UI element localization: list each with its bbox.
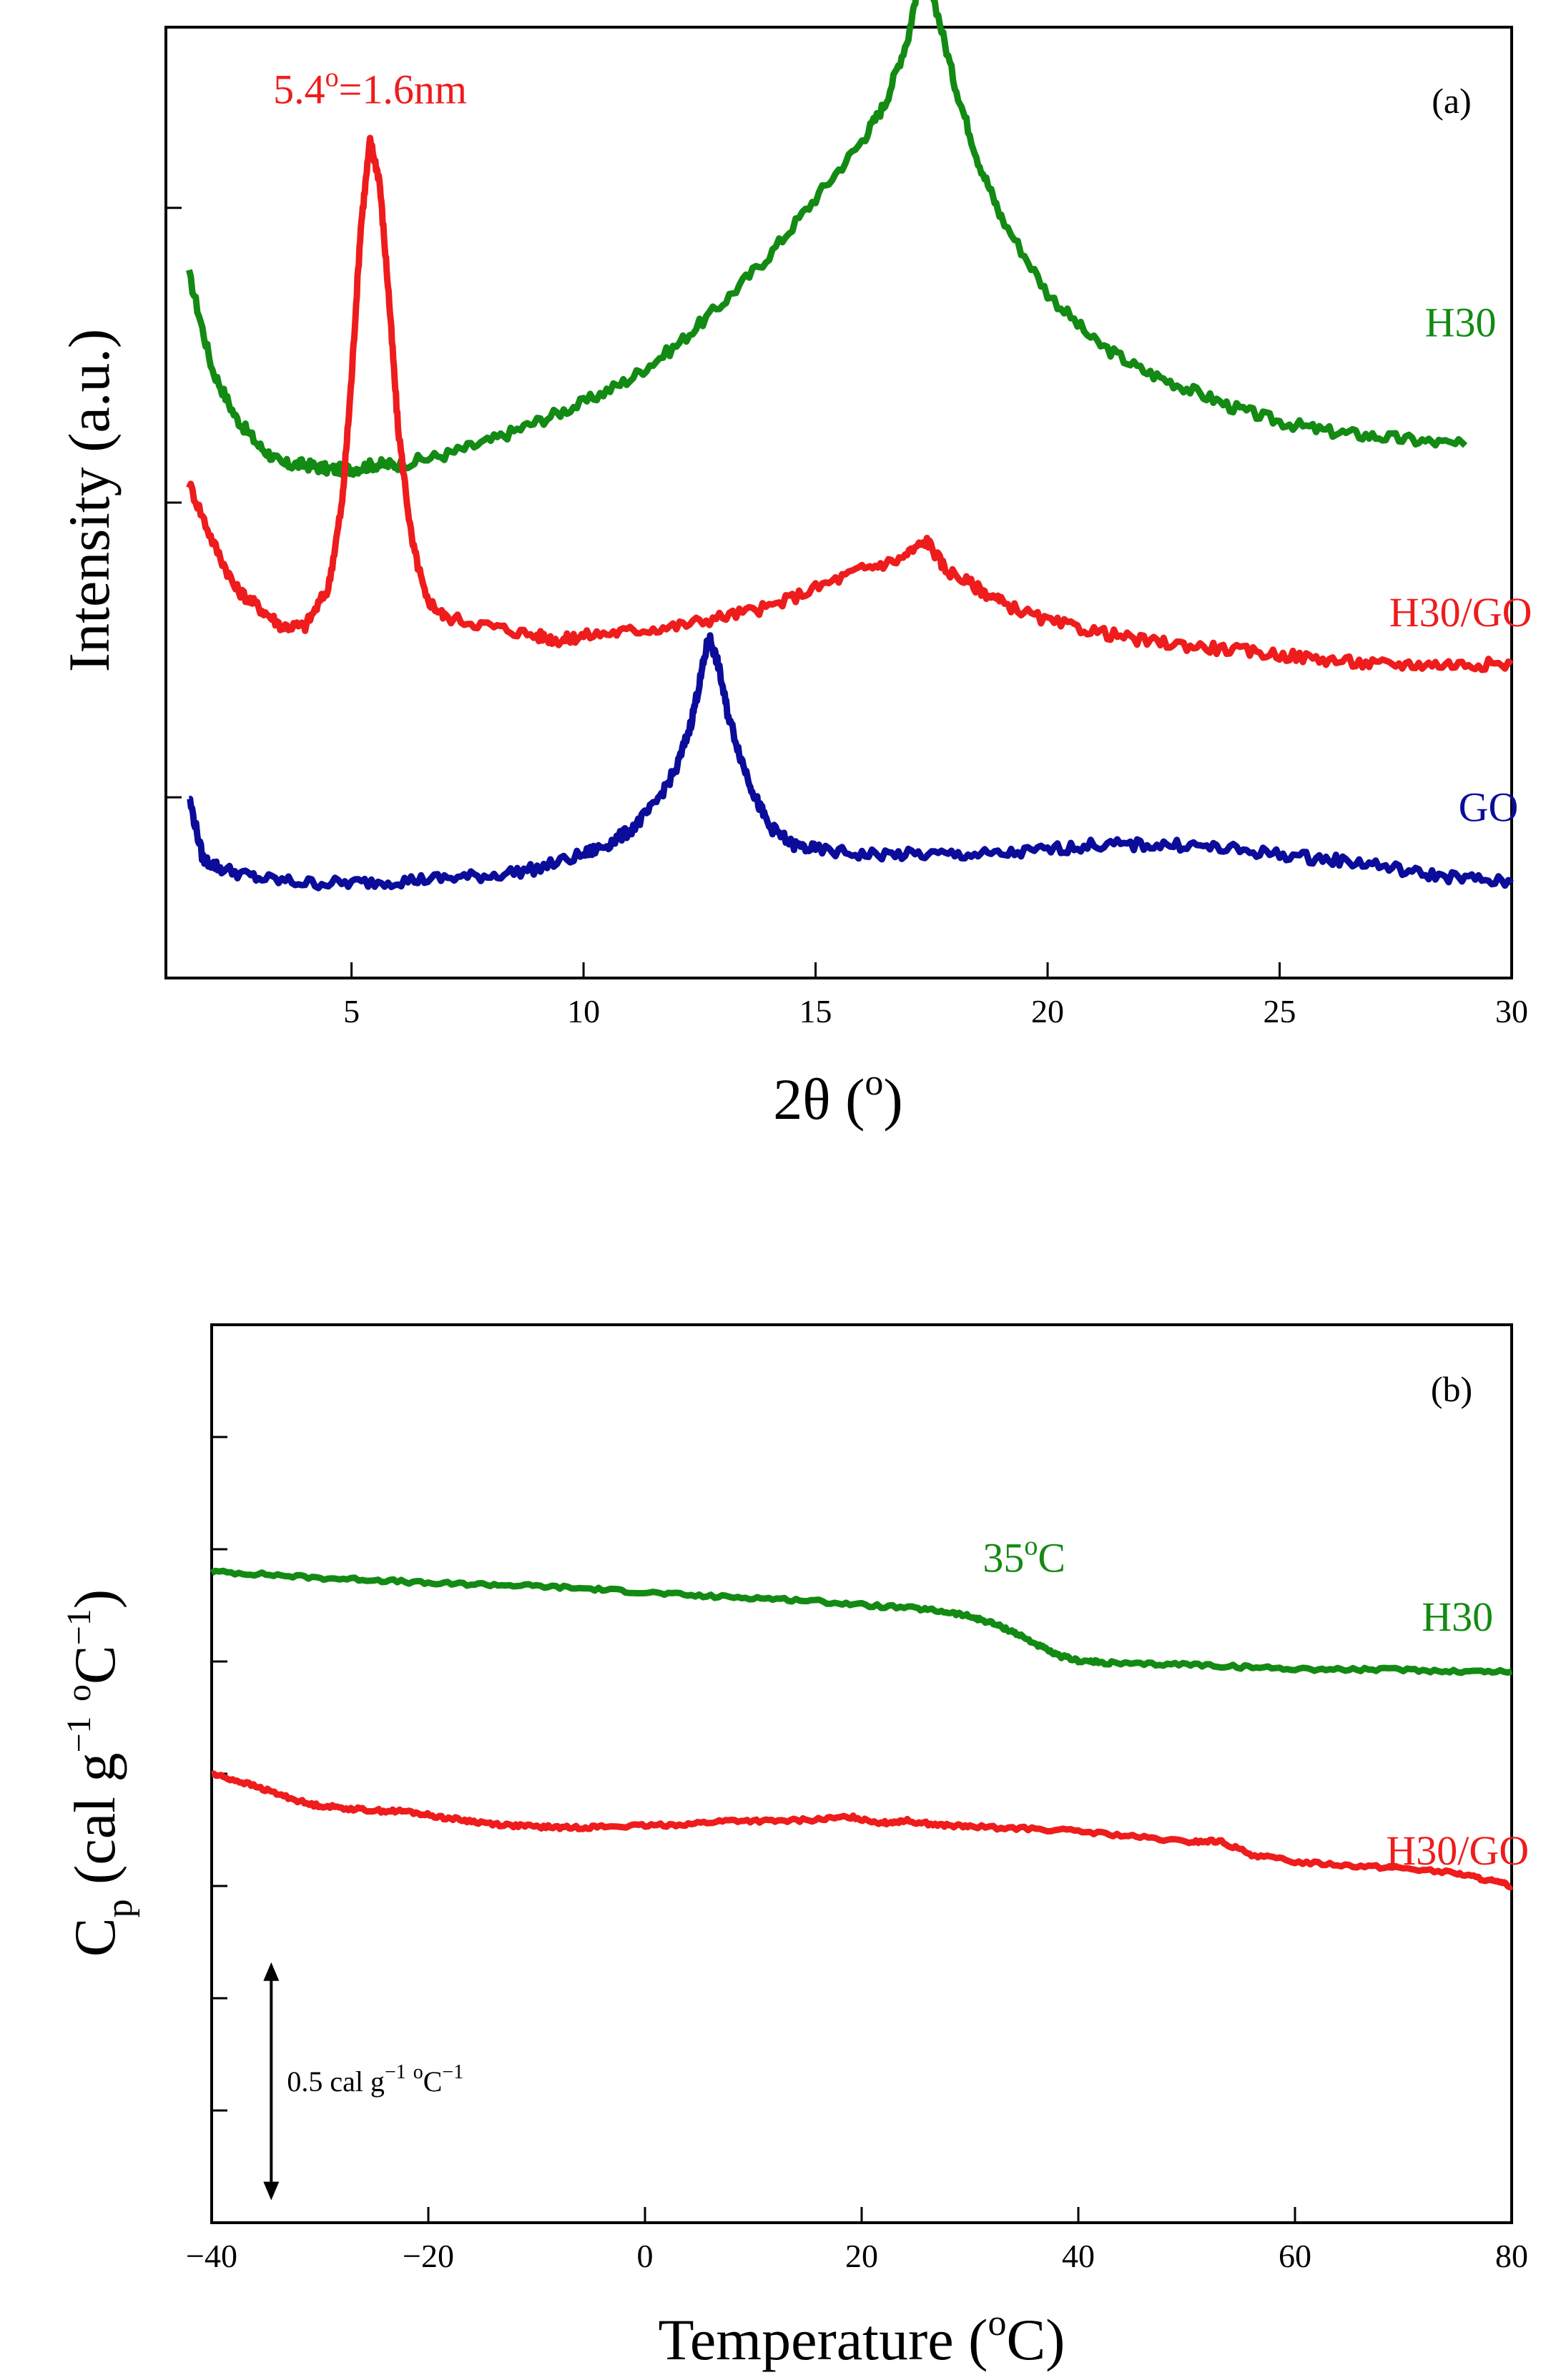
y-title-c: C xyxy=(62,1645,127,1684)
scale-sup2: o xyxy=(413,2061,423,2083)
series-line xyxy=(186,134,1514,673)
scale-main: 0.5 cal g xyxy=(287,2065,385,2098)
y-title-sup3: −1 xyxy=(60,1609,98,1645)
x-tick-label: 80 xyxy=(1495,2238,1528,2274)
x-title-end: ) xyxy=(883,1067,902,1132)
series-layer-b xyxy=(210,1567,1514,1890)
series-label: H30 xyxy=(1425,299,1497,345)
series-label: GO xyxy=(1459,784,1519,831)
series-line xyxy=(187,632,1514,892)
x-axis-title-b: Temperature (oC) xyxy=(659,2303,1065,2372)
x-tick-label: 10 xyxy=(567,993,600,1029)
x-title-end: C) xyxy=(1006,2307,1065,2372)
y-title-main: C xyxy=(62,1917,127,1957)
x-title-sup: o xyxy=(865,1062,883,1103)
scale-bar-label: 0.5 cal g−1 oC−1 xyxy=(287,2061,463,2098)
y-title-mid xyxy=(62,1702,127,1717)
x-tick-label: 40 xyxy=(1062,2238,1095,2274)
panel-label-b: (b) xyxy=(1431,1369,1472,1409)
x-tick-label: 30 xyxy=(1495,993,1528,1029)
scale-sup1: −1 xyxy=(385,2061,406,2083)
series-line xyxy=(186,0,1468,478)
series-layer-a xyxy=(186,0,1514,892)
x-tick-label: −20 xyxy=(403,2238,454,2274)
annot-sup: o xyxy=(325,62,339,92)
scale-mid xyxy=(406,2065,413,2098)
tick-marks-b: −40 −20 0 20 40 60 80 xyxy=(186,1436,1528,2274)
scale-c: C xyxy=(423,2065,443,2098)
x-tick-label: 60 xyxy=(1279,2238,1311,2274)
x-tick-label: 0 xyxy=(637,2238,654,2274)
y-title-sup1: −1 xyxy=(60,1716,98,1752)
annot-end: C xyxy=(1038,1534,1065,1581)
x-tick-label: 25 xyxy=(1264,993,1296,1029)
y-axis-title-a: Intensity (a.u.) xyxy=(56,329,122,672)
series-label: H30 xyxy=(1422,1594,1493,1640)
series-line xyxy=(210,1770,1514,1890)
panel-label-a: (a) xyxy=(1432,81,1472,121)
x-tick-label: −40 xyxy=(186,2238,237,2274)
y-title-rest: (cal g xyxy=(62,1753,127,1900)
x-tick-label: 5 xyxy=(343,993,360,1029)
y-title-end: ) xyxy=(62,1589,127,1609)
x-title-sup: o xyxy=(988,2303,1006,2344)
y-title-sub: p xyxy=(99,1899,140,1917)
series-label: H30/GO xyxy=(1386,1827,1529,1874)
series-label: H30/GO xyxy=(1389,589,1532,636)
annot-main: 5.4 xyxy=(273,66,325,112)
peak-annotation-a: 5.4o=1.6nm xyxy=(273,62,467,112)
annot-main: 35 xyxy=(983,1534,1024,1581)
y-title-sup2: o xyxy=(60,1684,98,1702)
transition-annotation-b: 35oC xyxy=(983,1531,1065,1581)
x-tick-label: 15 xyxy=(799,993,832,1029)
scale-sup3: −1 xyxy=(442,2061,463,2083)
scale-bar xyxy=(263,1962,280,2201)
annot-end: =1.6nm xyxy=(339,66,467,112)
tick-marks-a: 5 10 15 20 25 30 xyxy=(166,207,1528,1029)
annot-sup: o xyxy=(1024,1531,1038,1561)
y-axis-title-b: Cp (cal g−1 oC−1) xyxy=(60,1589,140,1957)
label-layer-a: H30 H30/GO GO xyxy=(1389,299,1532,830)
x-tick-label: 20 xyxy=(845,2238,878,2274)
x-title-main: Temperature ( xyxy=(659,2307,988,2372)
series-line xyxy=(210,1567,1513,1677)
x-title-main: 2θ ( xyxy=(773,1067,865,1132)
x-axis-title-a: 2θ (o) xyxy=(773,1062,902,1132)
x-tick-label: 20 xyxy=(1031,993,1064,1029)
scale-bar-arrow-up xyxy=(263,1962,280,1981)
label-layer-b: H30 H30/GO xyxy=(1386,1594,1529,1874)
scale-bar-arrow-down xyxy=(263,2181,280,2201)
